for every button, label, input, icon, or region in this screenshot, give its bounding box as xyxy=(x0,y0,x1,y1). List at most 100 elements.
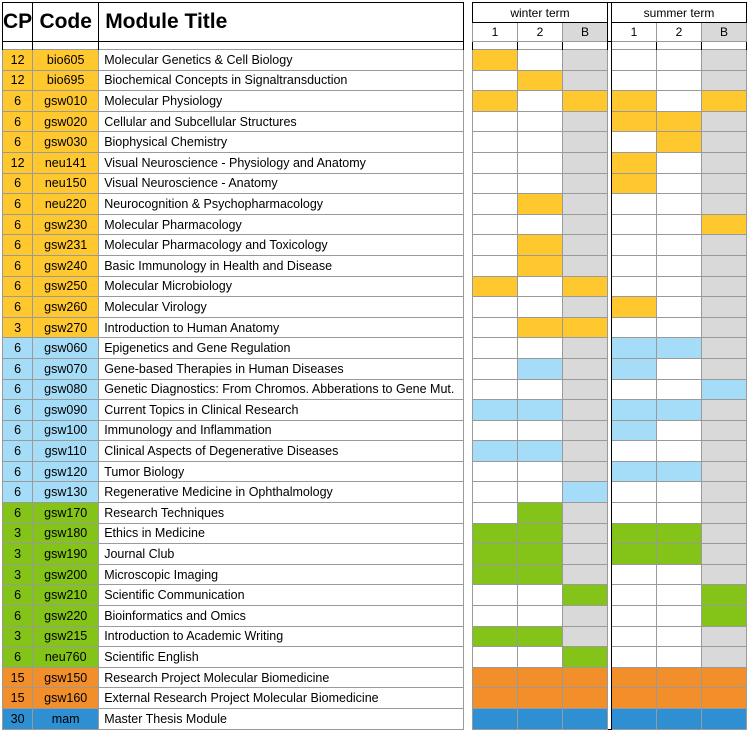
module-code: gsw180 xyxy=(32,522,100,545)
module-row: 6 neu150 Visual Neuroscience - Anatomy xyxy=(1,172,465,195)
module-code: gsw170 xyxy=(32,502,100,524)
schedule-cell-summer-1 xyxy=(611,666,657,689)
module-code: gsw070 xyxy=(32,357,100,380)
schedule-cell-summer-1 xyxy=(611,69,657,92)
module-cp: 6 xyxy=(1,481,34,504)
module-title: Molecular Pharmacology and Toxicology xyxy=(98,234,465,256)
module-code: gsw060 xyxy=(32,337,100,359)
spacer-cell xyxy=(98,41,465,50)
schedule-cell-summer-2 xyxy=(656,666,702,689)
schedule-cell-winter-b xyxy=(562,172,608,195)
module-row: 6 gsw060 Epigenetics and Gene Regulation xyxy=(1,337,465,359)
winter-col-1: 1 xyxy=(472,22,518,42)
summer-term-header: summer term xyxy=(611,2,747,23)
module-code: gsw231 xyxy=(32,234,100,256)
schedule-row xyxy=(472,646,747,668)
schedule-cell-winter-1 xyxy=(472,378,518,401)
schedule-cell-summer-b xyxy=(701,316,747,339)
schedule-cell-summer-b xyxy=(701,687,747,709)
schedule-cell-winter-b xyxy=(562,378,608,401)
module-code: gsw100 xyxy=(32,419,100,442)
module-row: 6 neu220 Neurocognition & Psychopharmacolo… xyxy=(1,193,465,215)
module-row: 6 gsw030 Biophysical Chemistry xyxy=(1,131,465,153)
module-title: Molecular Pharmacology xyxy=(98,213,465,236)
schedule-cell-winter-1 xyxy=(472,440,518,462)
module-title: Molecular Physiology xyxy=(98,90,465,112)
schedule-cell-winter-2 xyxy=(517,49,563,71)
module-code: gsw020 xyxy=(32,110,100,133)
module-title: Biophysical Chemistry xyxy=(98,131,465,153)
module-row: 6 gsw090 Current Topics in Clinical Resear… xyxy=(1,399,465,421)
schedule-cell-winter-1 xyxy=(472,502,518,524)
module-title: Epigenetics and Gene Regulation xyxy=(98,337,465,359)
schedule-cell-summer-b xyxy=(701,605,747,627)
schedule-cell-summer-2 xyxy=(656,625,702,648)
schedule-cell-summer-2 xyxy=(656,296,702,318)
module-title: Visual Neuroscience - Anatomy xyxy=(98,172,465,195)
schedule-row xyxy=(472,131,747,153)
module-title: Immunology and Inflammation xyxy=(98,419,465,442)
schedule-cell-summer-1 xyxy=(611,687,657,709)
schedule-row xyxy=(472,543,747,565)
module-cp: 3 xyxy=(1,543,34,565)
schedule-row xyxy=(472,522,747,545)
module-cp: 3 xyxy=(1,563,34,586)
module-code: gsw230 xyxy=(32,213,100,236)
schedule-cell-winter-2 xyxy=(517,460,563,483)
module-code: gsw250 xyxy=(32,275,100,298)
module-row: 6 gsw220 Bioinformatics and Omics xyxy=(1,605,465,627)
schedule-cell-winter-2 xyxy=(517,646,563,668)
schedule-cell-winter-1 xyxy=(472,584,518,607)
module-table-body: 12 bio605 Molecular Genetics & Cell Biolog… xyxy=(1,41,465,730)
schedule-row xyxy=(472,502,747,524)
module-row: 6 gsw210 Scientific Communication xyxy=(1,584,465,607)
module-code: gsw030 xyxy=(32,131,100,153)
module-code: bio605 xyxy=(32,49,100,71)
schedule-cell-winter-1 xyxy=(472,131,518,153)
module-row: 6 gsw170 Research Techniques xyxy=(1,502,465,524)
module-cp: 12 xyxy=(1,49,34,71)
module-code: gsw080 xyxy=(32,378,100,401)
schedule-cell-summer-2 xyxy=(656,193,702,215)
schedule-row xyxy=(472,563,747,586)
schedule-cell-summer-b xyxy=(701,543,747,565)
schedule-cell-summer-1 xyxy=(611,378,657,401)
schedule-cell-summer-1 xyxy=(611,708,657,730)
module-row: 3 gsw190 Journal Club xyxy=(1,543,465,565)
schedule-cell-summer-2 xyxy=(656,563,702,586)
module-code: gsw220 xyxy=(32,605,100,627)
schedule-row xyxy=(472,69,747,92)
schedule-row xyxy=(472,419,747,442)
schedule-cell-winter-1 xyxy=(472,399,518,421)
schedule-cell-summer-2 xyxy=(656,151,702,174)
schedule-cell-summer-b xyxy=(701,419,747,442)
schedule-cell-winter-b xyxy=(562,110,608,133)
schedule-cell-summer-b xyxy=(701,213,747,236)
module-cp: 6 xyxy=(1,110,34,133)
spacer-cell xyxy=(517,41,563,50)
spacer-cell xyxy=(32,41,100,50)
summer-col-1: 1 xyxy=(611,22,657,42)
schedule-cell-summer-1 xyxy=(611,337,657,359)
module-cp: 30 xyxy=(1,708,34,730)
module-cp: 12 xyxy=(1,151,34,174)
schedule-cell-winter-2 xyxy=(517,110,563,133)
module-cp: 6 xyxy=(1,337,34,359)
schedule-cell-winter-2 xyxy=(517,502,563,524)
schedule-cell-winter-2 xyxy=(517,131,563,153)
schedule-cell-winter-b xyxy=(562,357,608,380)
module-row: 6 gsw250 Molecular Microbiology xyxy=(1,275,465,298)
module-title: Neurocognition & Psychopharmacology xyxy=(98,193,465,215)
module-title: Bioinformatics and Omics xyxy=(98,605,465,627)
schedule-row xyxy=(472,625,747,648)
schedule-cell-summer-2 xyxy=(656,708,702,730)
schedule-cell-winter-b xyxy=(562,584,608,607)
schedule-cell-winter-b xyxy=(562,296,608,318)
schedule-cell-winter-b xyxy=(562,399,608,421)
schedule-cell-summer-b xyxy=(701,193,747,215)
schedule-cell-summer-b xyxy=(701,296,747,318)
schedule-cell-summer-1 xyxy=(611,543,657,565)
schedule-cell-summer-2 xyxy=(656,131,702,153)
schedule-cell-summer-1 xyxy=(611,172,657,195)
schedule-cell-summer-1 xyxy=(611,481,657,504)
